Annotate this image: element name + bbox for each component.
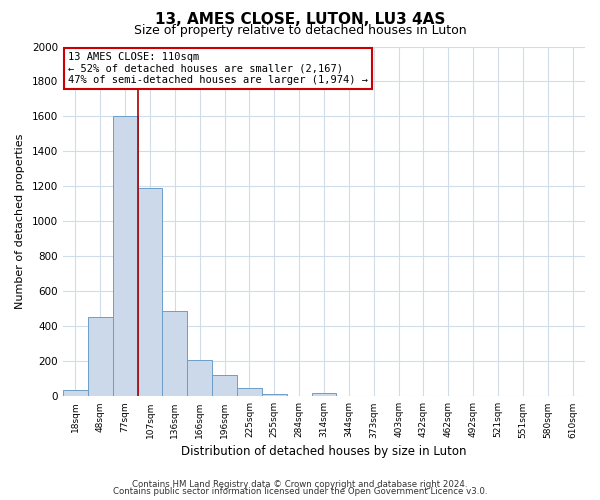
Bar	[163, 310, 187, 396]
X-axis label: Distribution of detached houses by size in Luton: Distribution of detached houses by size …	[181, 444, 467, 458]
Bar	[212, 376, 237, 396]
Y-axis label: Number of detached properties: Number of detached properties	[15, 134, 25, 309]
Bar	[113, 116, 137, 396]
Bar	[262, 394, 287, 396]
Text: Contains HM Land Registry data © Crown copyright and database right 2024.: Contains HM Land Registry data © Crown c…	[132, 480, 468, 489]
Bar	[187, 360, 212, 397]
Bar	[137, 188, 163, 396]
Bar	[311, 393, 337, 396]
Bar	[237, 388, 262, 396]
Bar	[88, 316, 113, 396]
Text: 13, AMES CLOSE, LUTON, LU3 4AS: 13, AMES CLOSE, LUTON, LU3 4AS	[155, 12, 445, 28]
Text: 13 AMES CLOSE: 110sqm
← 52% of detached houses are smaller (2,167)
47% of semi-d: 13 AMES CLOSE: 110sqm ← 52% of detached …	[68, 52, 368, 85]
Text: Size of property relative to detached houses in Luton: Size of property relative to detached ho…	[134, 24, 466, 37]
Text: Contains public sector information licensed under the Open Government Licence v3: Contains public sector information licen…	[113, 487, 487, 496]
Bar	[63, 390, 88, 396]
